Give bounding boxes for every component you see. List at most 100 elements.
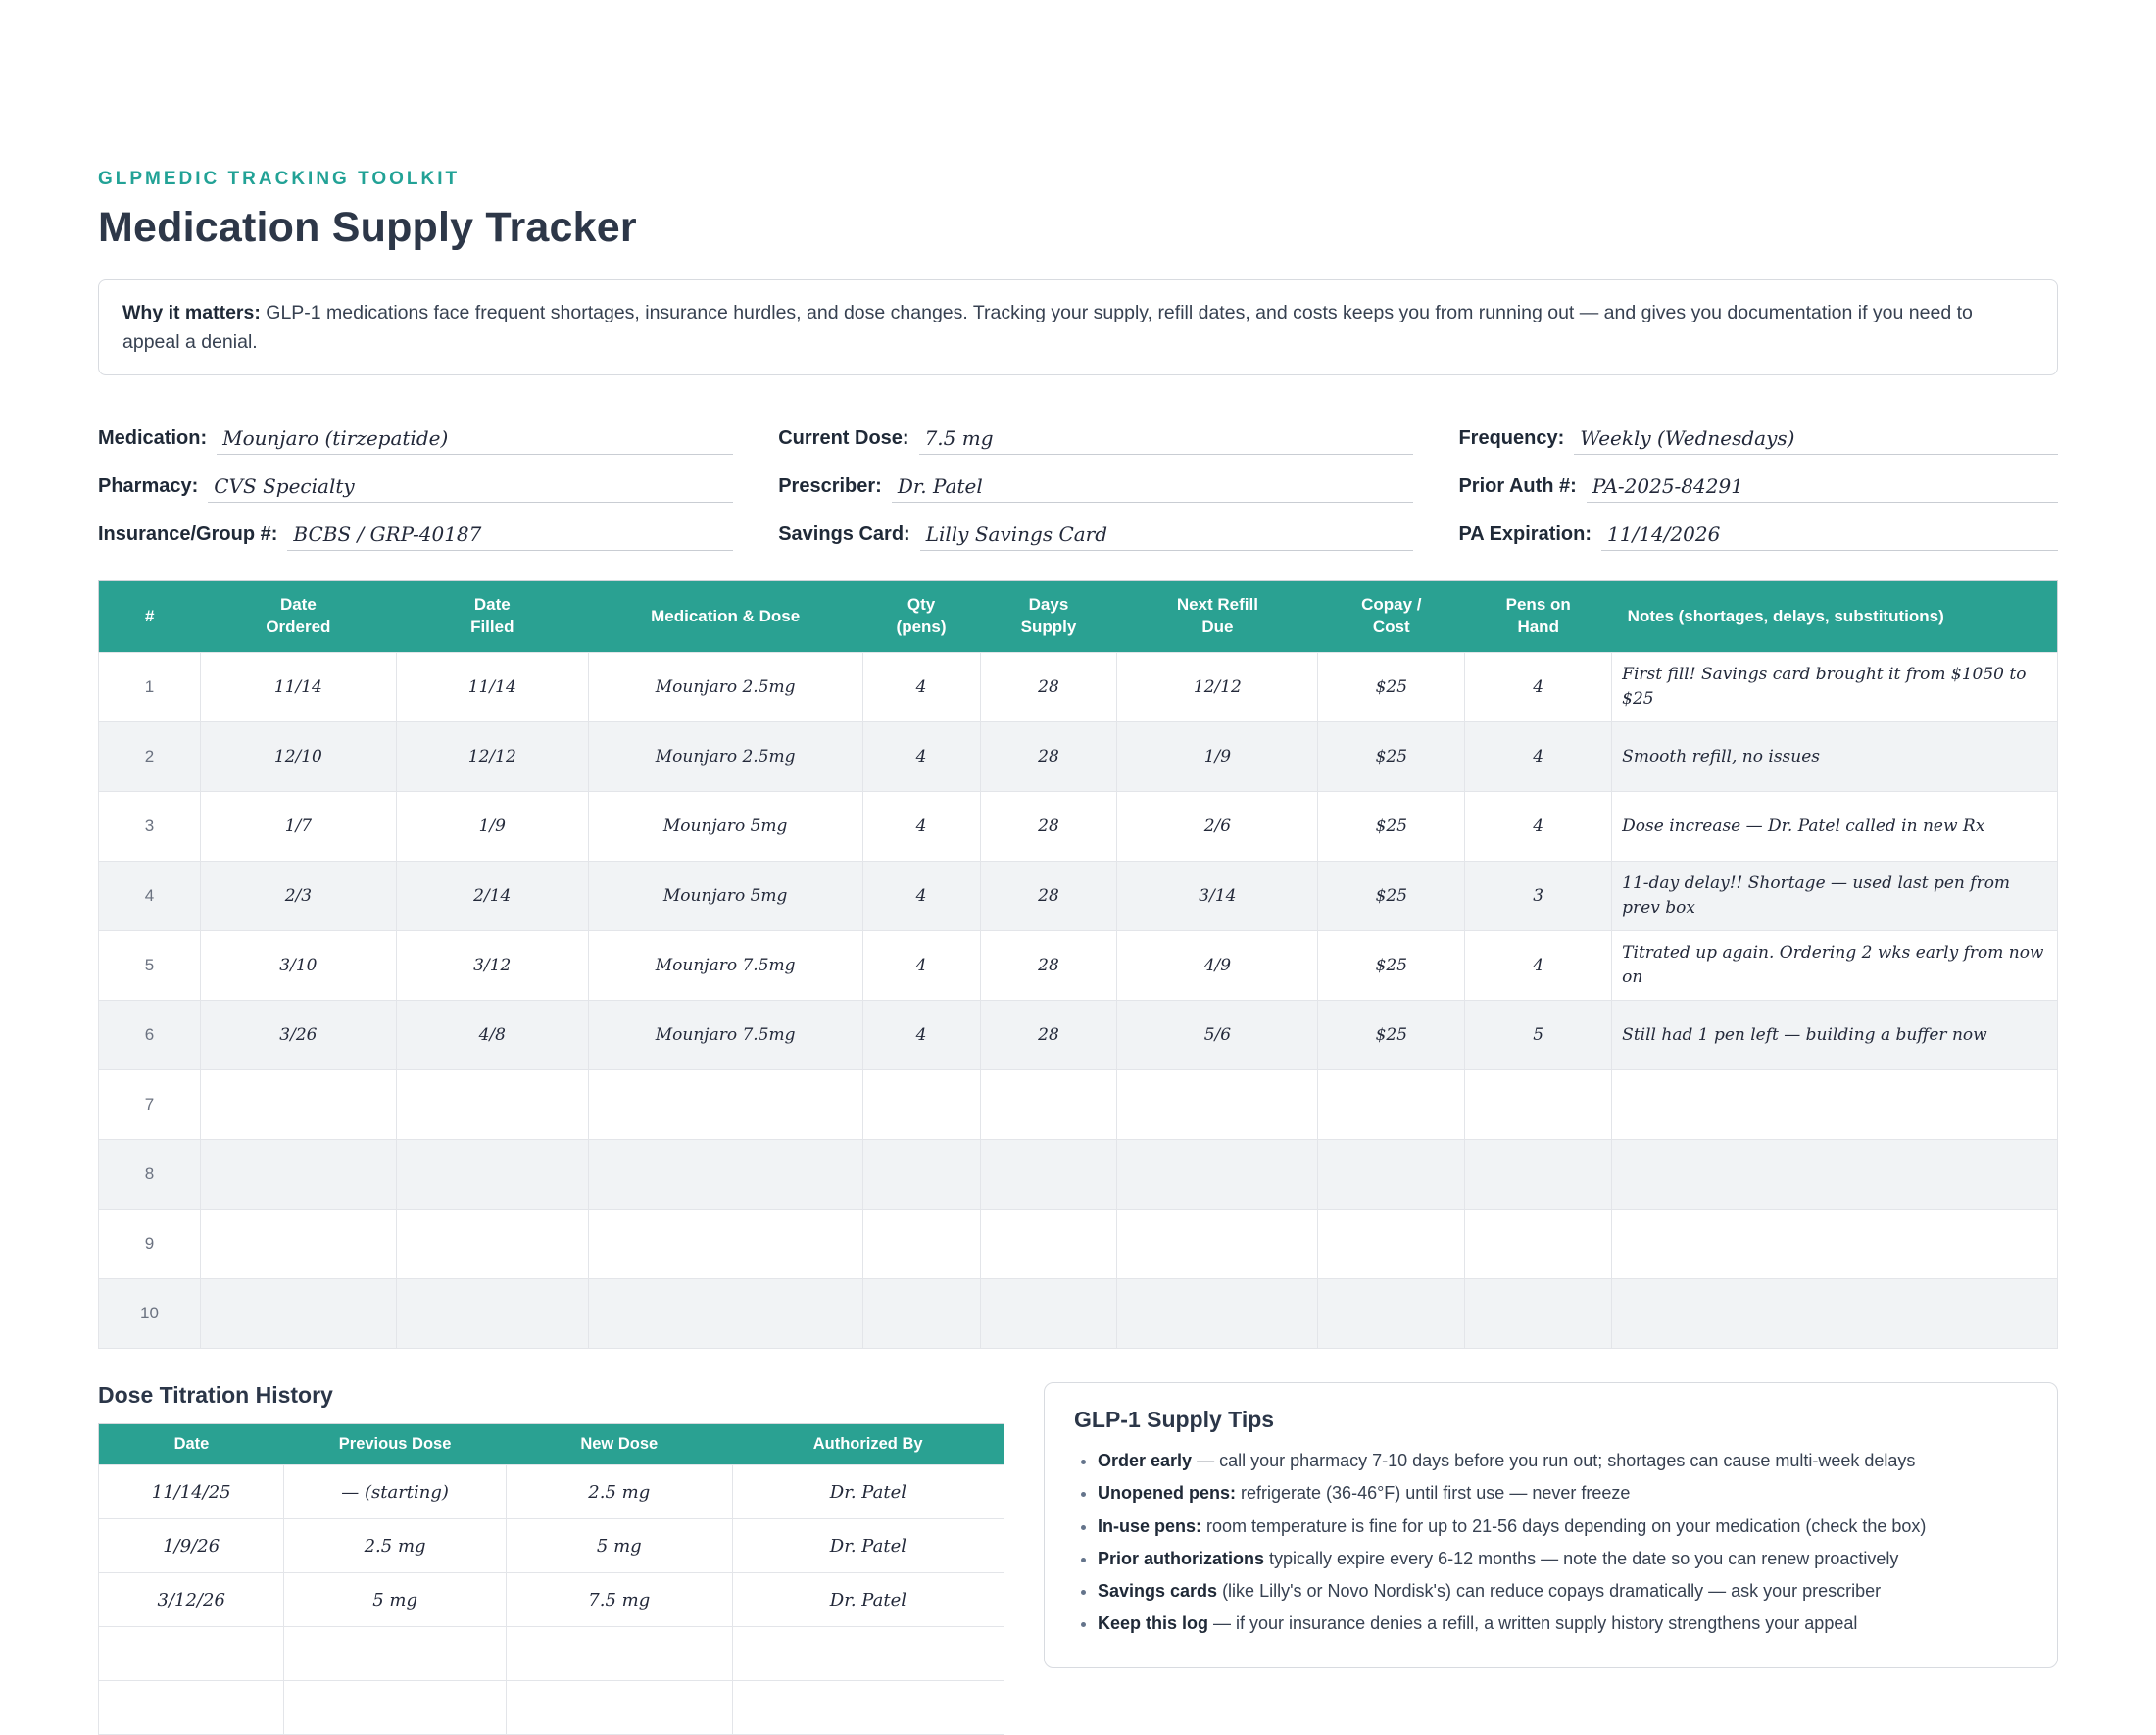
supply-row: 3 1/7 1/9 Mounjaro 5mg 4 28 2/6 $25 4 Dose increa… bbox=[98, 791, 2058, 863]
supply-cell bbox=[1464, 1278, 1613, 1350]
supply-cell: 28 bbox=[979, 1000, 1118, 1071]
supply-cell bbox=[1116, 1139, 1319, 1211]
row-number: 6 bbox=[98, 1000, 201, 1071]
supply-cell bbox=[861, 1069, 981, 1141]
supply-cell bbox=[199, 1139, 397, 1211]
field-label: Insurance/Group #: bbox=[98, 523, 278, 546]
titration-cell: Dr. Patel bbox=[731, 1464, 1005, 1520]
field-value-line: 11/14/2026 bbox=[1601, 522, 2058, 552]
field-label: Frequency: bbox=[1458, 427, 1565, 450]
field-label: Savings Card: bbox=[778, 523, 910, 546]
supply-row: 6 3/26 4/8 Mounjaro 7.5mg 4 28 5/6 $25 5 Still ha… bbox=[98, 1000, 2058, 1071]
supply-cell bbox=[395, 1278, 589, 1350]
supply-cell bbox=[1317, 1209, 1466, 1280]
toolkit-kicker: GLPMEDIC TRACKING TOOLKIT bbox=[98, 169, 461, 189]
supply-table: # Date Ordered Date Filled Medication & Dos… bbox=[98, 580, 2058, 1350]
supply-cell: 28 bbox=[979, 721, 1118, 793]
why-text: GLP-1 medications face frequent shortage… bbox=[122, 302, 1973, 354]
supply-cell bbox=[979, 1069, 1118, 1141]
supply-row: 2 12/10 12/12 Mounjaro 2.5mg 4 28 1/9 $25 4 Smoot… bbox=[98, 721, 2058, 793]
supply-cell bbox=[587, 1139, 863, 1211]
supply-cell: 4 bbox=[861, 930, 981, 1002]
supply-column-header: Pens on Hand bbox=[1464, 580, 1612, 653]
supply-row: 7 bbox=[98, 1069, 2058, 1141]
titration-cell: Dr. Patel bbox=[731, 1518, 1005, 1574]
supply-cell: 5 bbox=[1464, 1000, 1613, 1071]
supply-cell: 2/3 bbox=[199, 861, 397, 932]
supply-cell: 4 bbox=[1464, 652, 1613, 723]
supply-cell bbox=[199, 1278, 397, 1350]
supply-cell: 4 bbox=[861, 1000, 981, 1071]
tip-text: typically expire every 6-12 months — not… bbox=[1264, 1548, 1899, 1568]
supply-cell bbox=[1317, 1139, 1466, 1211]
notes-cell: Still had 1 pen left — building a buffer… bbox=[1611, 1000, 2058, 1071]
row-number: 4 bbox=[98, 861, 201, 932]
supply-cell: 4 bbox=[861, 652, 981, 723]
titration-row: 3/12/26 5 mg 7.5 mg Dr. Patel bbox=[97, 1572, 1005, 1628]
supply-cell: 11/14 bbox=[395, 652, 589, 723]
supply-cell bbox=[395, 1069, 589, 1141]
titration-header-row: Date Previous Dose New Dose Authorized By bbox=[98, 1423, 1004, 1465]
supply-row: 4 2/3 2/14 Mounjaro 5mg 4 28 3/14 $25 3 11-day de… bbox=[98, 861, 2058, 932]
supply-cell: 4 bbox=[1464, 721, 1613, 793]
tip-bold: Prior authorizations bbox=[1098, 1548, 1265, 1568]
tip-bold: Order early bbox=[1098, 1451, 1193, 1471]
tip-text: — if your insurance denies a refill, a w… bbox=[1208, 1613, 1858, 1634]
field-value-line: 7.5 mg bbox=[918, 426, 1414, 456]
field-label: Prescriber: bbox=[778, 475, 882, 498]
titration-cell bbox=[97, 1680, 285, 1735]
supply-cell bbox=[861, 1139, 981, 1211]
form-field: Frequency: Weekly (Wednesdays) bbox=[1458, 407, 2058, 456]
supply-column-header: Copay / Cost bbox=[1317, 580, 1465, 653]
titration-column-header: Date bbox=[98, 1423, 284, 1465]
field-value-line: Weekly (Wednesdays) bbox=[1574, 426, 2058, 456]
tip-bold: Keep this log bbox=[1098, 1613, 1209, 1634]
supply-cell: 4 bbox=[861, 721, 981, 793]
supply-cell bbox=[979, 1209, 1118, 1280]
supply-cell: 4 bbox=[861, 791, 981, 863]
supply-cell bbox=[587, 1278, 863, 1350]
supply-cell bbox=[199, 1069, 397, 1141]
titration-cell: 7.5 mg bbox=[505, 1572, 733, 1628]
row-number: 7 bbox=[98, 1069, 201, 1141]
supply-cell: 3/26 bbox=[199, 1000, 397, 1071]
field-value-line: Dr. Patel bbox=[891, 474, 1414, 504]
supply-cell: $25 bbox=[1317, 652, 1466, 723]
supply-column-header: Next Refill Due bbox=[1116, 580, 1318, 653]
titration-body: 11/14/25— (starting) 2.5 mg Dr. Patel 1/9/2… bbox=[97, 1464, 1005, 1735]
tip-bold: Savings cards bbox=[1098, 1580, 1218, 1601]
titration-cell: 5 mg bbox=[505, 1518, 733, 1574]
supply-cell: 3 bbox=[1464, 861, 1613, 932]
titration-row: 1/9/26 2.5 mg 5 mg Dr. Patel bbox=[97, 1518, 1005, 1574]
supply-cell: $25 bbox=[1317, 930, 1466, 1002]
supply-cell bbox=[1116, 1278, 1319, 1350]
titration-table: Date Previous Dose New Dose Authorized By 1… bbox=[97, 1423, 1005, 1735]
tip-bold: Unopened pens: bbox=[1098, 1483, 1237, 1504]
titration-column-header: New Dose bbox=[506, 1423, 733, 1465]
titration-heading: Dose Titration History bbox=[98, 1382, 333, 1409]
tips-title: GLP-1 Supply Tips bbox=[1074, 1407, 1275, 1433]
tips-list: Order early — call your pharmacy 7-10 da… bbox=[1074, 1447, 2028, 1638]
supply-cell: 1/9 bbox=[1116, 721, 1319, 793]
supply-cell: $25 bbox=[1317, 1000, 1466, 1071]
form-fields: Medication: Mounjaro (tirzepatide) Current… bbox=[98, 407, 2058, 552]
form-field: Medication: Mounjaro (tirzepatide) bbox=[98, 407, 734, 456]
supply-cell: 1/9 bbox=[395, 791, 589, 863]
tip-bold: In-use pens: bbox=[1098, 1515, 1202, 1536]
row-number: 2 bbox=[98, 721, 201, 793]
tip-item: In-use pens: room temperature is fine fo… bbox=[1098, 1512, 2028, 1541]
tip-text: refrigerate (36-46°F) until first use — … bbox=[1236, 1483, 1631, 1504]
titration-cell bbox=[283, 1626, 507, 1682]
row-number: 1 bbox=[98, 652, 201, 723]
supply-cell bbox=[1317, 1069, 1466, 1141]
field-value-line: Mounjaro (tirzepatide) bbox=[217, 426, 734, 456]
supply-cell: Mounjaro 2.5mg bbox=[587, 652, 863, 723]
supply-cell bbox=[395, 1139, 589, 1211]
supply-cell: $25 bbox=[1317, 791, 1466, 863]
supply-cell bbox=[395, 1209, 589, 1280]
supply-cell: 3/14 bbox=[1116, 861, 1319, 932]
supply-cell bbox=[1317, 1278, 1466, 1350]
notes-cell: Smooth refill, no issues bbox=[1611, 721, 2058, 793]
supply-cell: Mounjaro 7.5mg bbox=[587, 930, 863, 1002]
